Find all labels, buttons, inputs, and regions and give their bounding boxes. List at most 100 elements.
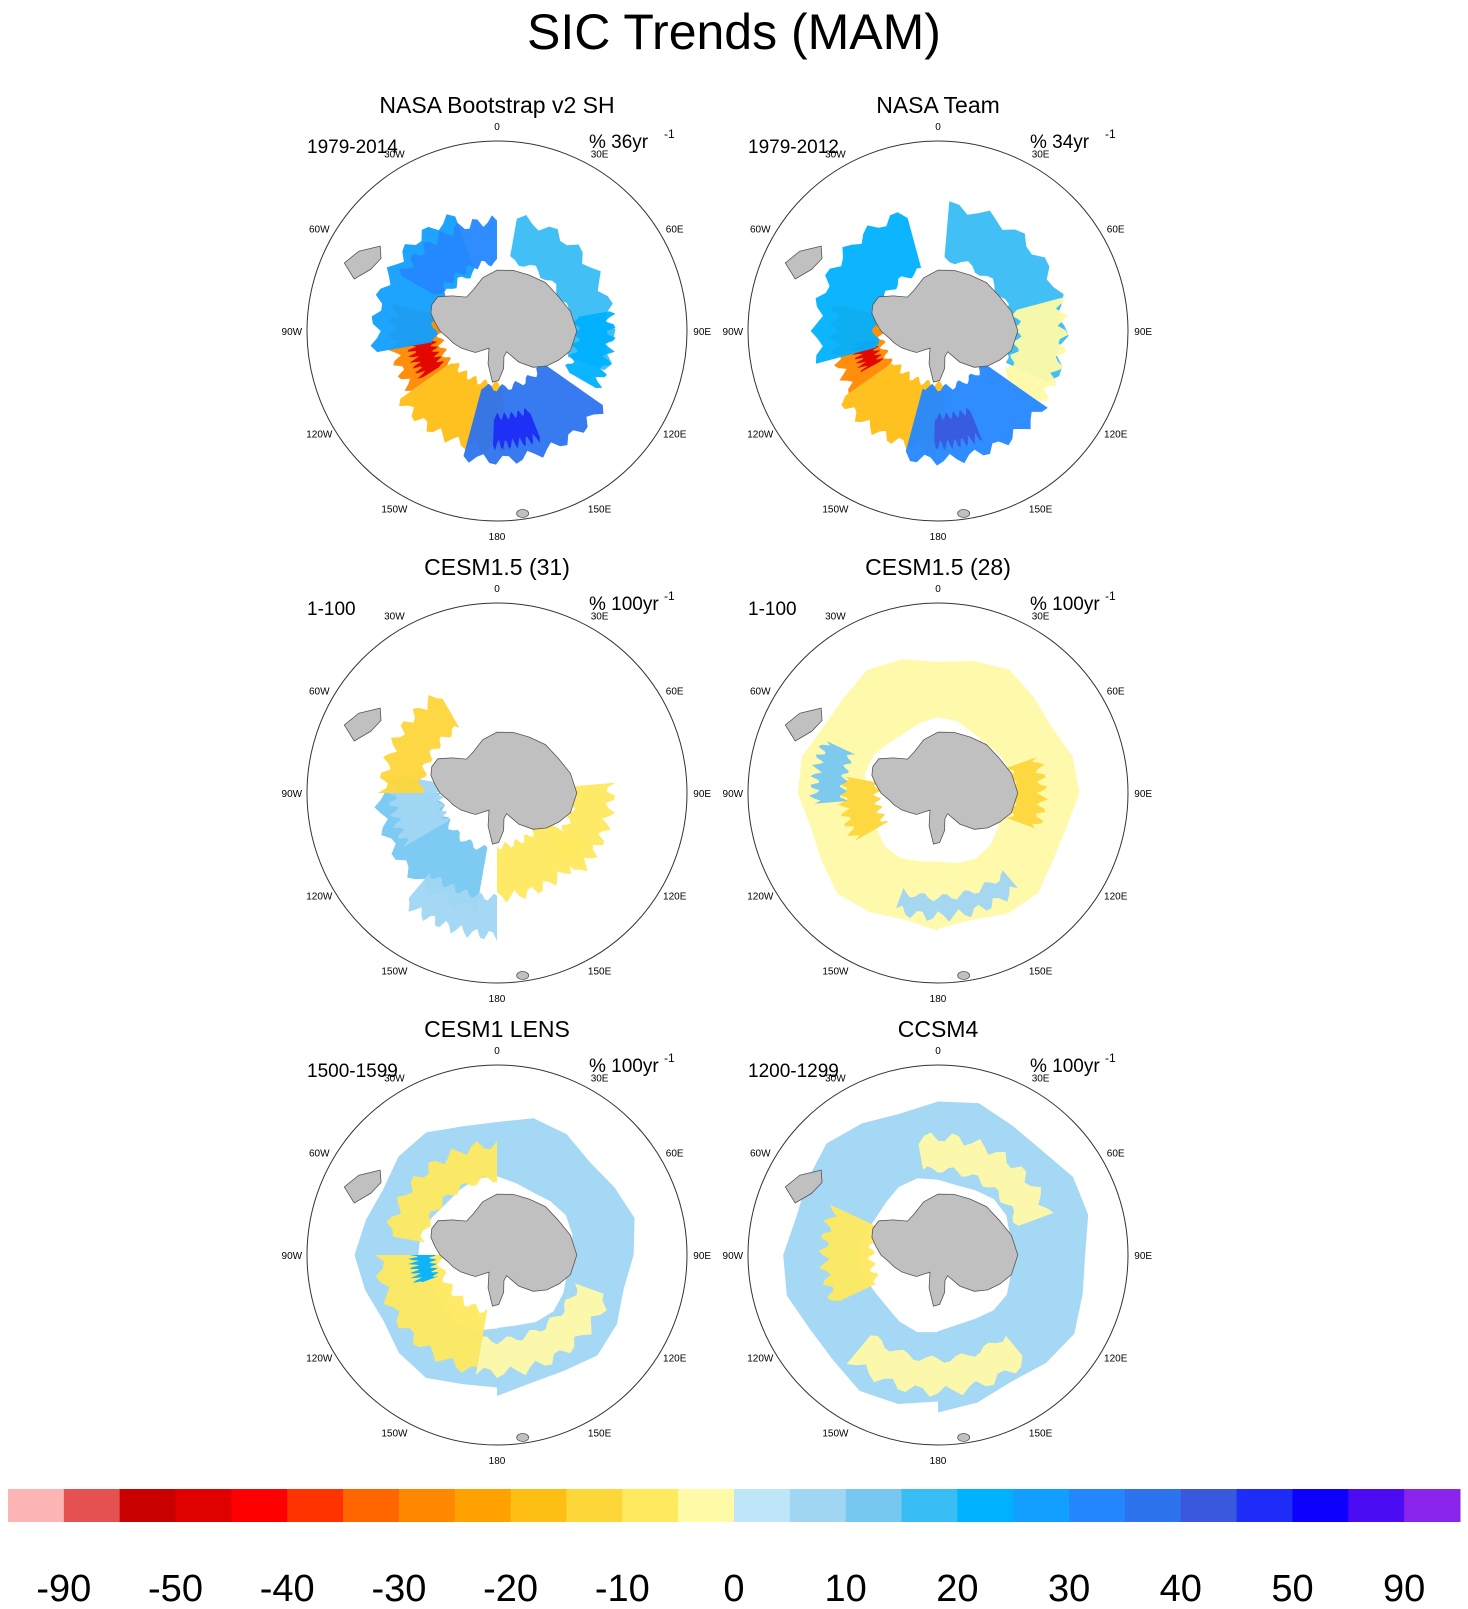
lon-tick-label: 0 xyxy=(935,122,941,133)
antarctica-landmass xyxy=(430,269,578,383)
lon-tick-label: 30W xyxy=(384,149,405,160)
south-america-landmass xyxy=(784,245,823,280)
map-panel: CESM1.5 (28) 1-100 % 100yr -1 0 30E 60E 90E 120E… xyxy=(723,554,1153,1005)
panel-title: NASA Bootstrap v2 SH xyxy=(379,92,614,118)
lon-tick-label: 90E xyxy=(1134,1251,1152,1262)
colorbar-swatch xyxy=(622,1489,679,1522)
trend-region xyxy=(846,1335,1023,1397)
lon-tick-label: 0 xyxy=(935,584,941,595)
colorbar-tick-label: 20 xyxy=(936,1568,978,1609)
lon-tick-label: 120E xyxy=(1104,892,1128,903)
lon-tick-label: 150W xyxy=(822,1429,849,1440)
lon-tick-label: 90W xyxy=(723,327,744,338)
lon-tick-label: 0 xyxy=(494,122,500,133)
panel-title: CESM1 LENS xyxy=(424,1016,570,1042)
trend-region xyxy=(408,1255,439,1283)
lon-tick-label: 120E xyxy=(1104,1354,1128,1365)
trend-region xyxy=(408,872,497,941)
map-panel: CESM1 LENS 1500-1599 % 100yr -1 0 30E 60E 90E 12… xyxy=(282,1016,712,1467)
lon-tick-label: 60E xyxy=(1107,1148,1125,1159)
panel-units-exponent: -1 xyxy=(1105,589,1116,603)
colorbar-swatch xyxy=(1124,1489,1182,1522)
map-panel: NASA Bootstrap v2 SH 1979-2014 % 36yr -1 0 30… xyxy=(282,92,712,543)
lon-tick-label: 90E xyxy=(693,327,711,338)
lon-tick-label: 0 xyxy=(494,1046,500,1057)
lon-tick-label: 180 xyxy=(489,994,506,1005)
lon-tick-label: 30W xyxy=(384,611,405,622)
lon-tick-label: 180 xyxy=(489,532,506,543)
colorbar-swatch xyxy=(957,1489,1014,1522)
antarctica-landmass xyxy=(430,731,578,845)
lon-tick-label: 30E xyxy=(591,611,609,622)
trend-region xyxy=(375,1255,488,1373)
colorbar-swatch xyxy=(566,1489,623,1522)
lon-tick-label: 60W xyxy=(750,224,771,235)
lon-tick-label: 150E xyxy=(1029,1429,1053,1440)
colorbar-swatch xyxy=(1292,1489,1349,1522)
panel-period: 1200-1299 xyxy=(748,1061,839,1082)
lon-tick-label: 120E xyxy=(663,1354,687,1365)
lon-tick-label: 30E xyxy=(591,149,609,160)
colorbar-swatch xyxy=(454,1489,512,1522)
lon-tick-label: 120W xyxy=(306,430,333,441)
colorbar-tick-label: 90 xyxy=(1383,1568,1425,1609)
lon-tick-label: 90E xyxy=(693,1251,711,1262)
lon-tick-label: 180 xyxy=(930,994,947,1005)
lon-tick-label: 150W xyxy=(822,505,849,516)
lon-tick-label: 60E xyxy=(666,686,684,697)
lon-tick-label: 60W xyxy=(309,1148,330,1159)
colorbar-tick-label: 0 xyxy=(723,1568,744,1609)
lon-tick-label: 150W xyxy=(822,967,849,978)
colorbar-swatch xyxy=(398,1489,456,1522)
colorbar-swatch xyxy=(63,1489,121,1522)
lon-tick-label: 180 xyxy=(489,1456,506,1467)
antarctica-landmass xyxy=(871,731,1019,845)
map-panel: NASA Team 1979-2012 % 34yr -1 0 30E 60E 90E 120E… xyxy=(723,92,1153,543)
panel-units: % 100yr xyxy=(1030,1056,1100,1077)
panel-title: CESM1.5 (28) xyxy=(865,554,1011,580)
trend-region xyxy=(387,775,451,848)
south-america-landmass xyxy=(343,245,382,280)
lon-tick-label: 30E xyxy=(1032,1073,1050,1084)
colorbar-swatch xyxy=(845,1489,903,1522)
colorbar-tick-label: -90 xyxy=(36,1568,91,1609)
trend-region xyxy=(475,1283,607,1378)
lon-tick-label: 120W xyxy=(747,1354,774,1365)
colorbar-swatch xyxy=(510,1489,567,1522)
panel-units: % 100yr xyxy=(589,594,659,615)
lon-tick-label: 150E xyxy=(1029,967,1053,978)
panel-units: % 34yr xyxy=(1030,132,1090,153)
south-america-landmass xyxy=(784,707,823,742)
trend-region xyxy=(377,695,460,793)
lon-tick-label: 120E xyxy=(663,892,687,903)
lon-tick-label: 30W xyxy=(384,1073,405,1084)
colorbar-swatch xyxy=(789,1489,847,1522)
colorbar-swatch xyxy=(1348,1489,1405,1522)
trend-region xyxy=(405,340,444,379)
trend-region xyxy=(809,741,856,804)
lon-tick-label: 30W xyxy=(825,611,846,622)
colorbar-swatch xyxy=(901,1489,958,1522)
lon-tick-label: 60W xyxy=(309,224,330,235)
lon-tick-label: 120W xyxy=(306,892,333,903)
lon-tick-label: 60W xyxy=(309,686,330,697)
trend-region xyxy=(1004,297,1069,402)
colorbar-swatch xyxy=(287,1489,344,1522)
colorbar-swatch xyxy=(1180,1489,1238,1522)
new-zealand-islet xyxy=(516,971,530,980)
panel-period: 1500-1599 xyxy=(307,1061,398,1082)
lon-tick-label: 30W xyxy=(825,1073,846,1084)
panel-period: 1979-2014 xyxy=(307,137,398,158)
colorbar-swatch xyxy=(1236,1489,1293,1522)
lon-tick-label: 180 xyxy=(930,1456,947,1467)
lon-tick-label: 150E xyxy=(588,1429,612,1440)
panel-units: % 100yr xyxy=(1030,594,1100,615)
lon-tick-label: 120W xyxy=(306,1354,333,1365)
panel-units-exponent: -1 xyxy=(664,127,675,141)
lon-tick-label: 90E xyxy=(1134,327,1152,338)
trend-region xyxy=(838,776,889,841)
figure-title: SIC Trends (MAM) xyxy=(527,4,941,60)
lon-tick-label: 30W xyxy=(825,149,846,160)
lon-tick-label: 150W xyxy=(381,505,408,516)
